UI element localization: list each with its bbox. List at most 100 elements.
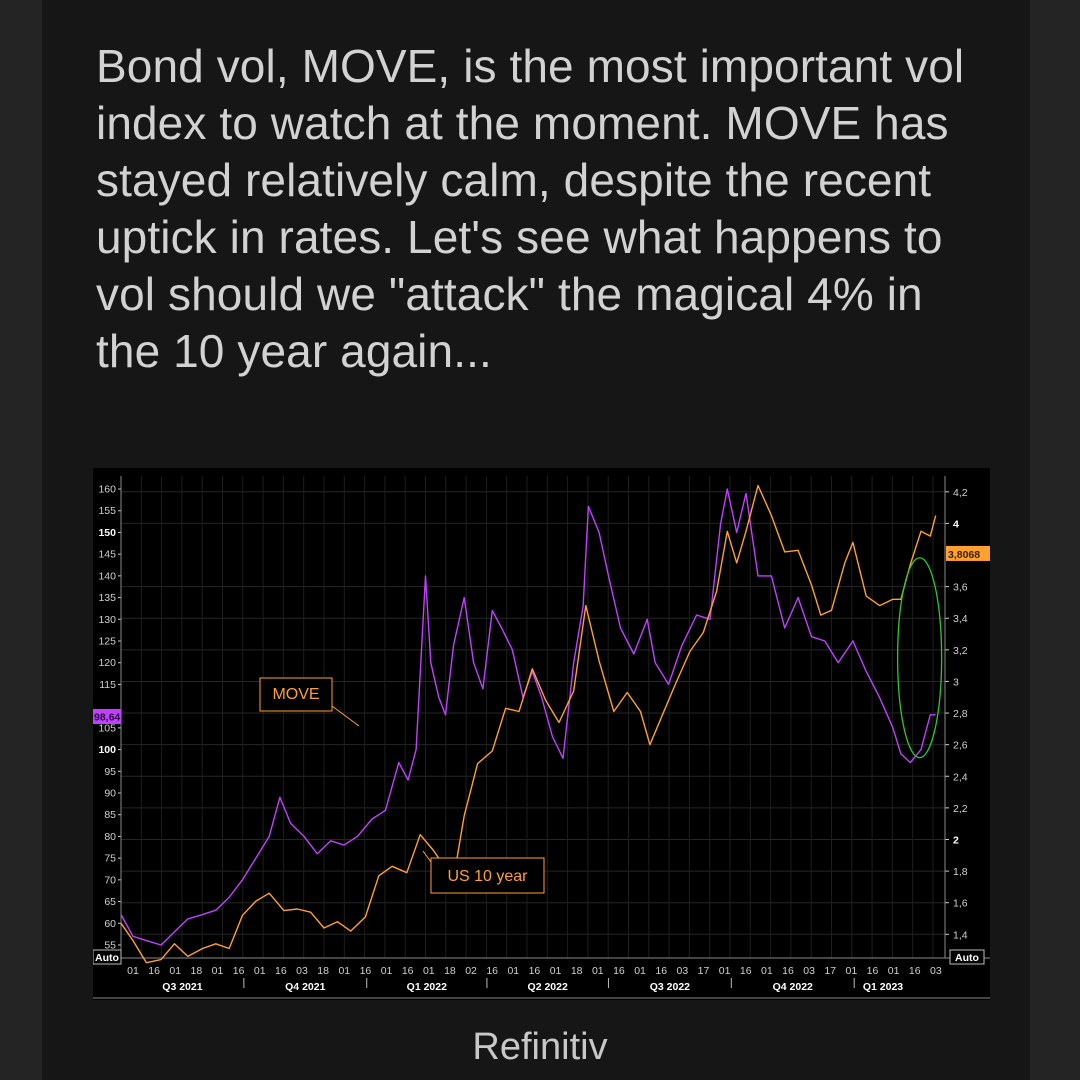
left-tick-label: 65: [104, 896, 116, 908]
left-tick-label: 150: [98, 527, 116, 539]
post-text: Bond vol, MOVE, is the most important vo…: [96, 40, 965, 377]
left-tick-label: 80: [104, 831, 116, 843]
x-day-label: 01: [381, 965, 393, 977]
x-quarter-label: Q3 2021: [162, 981, 202, 993]
chart-axes: 1601551501451401351301251201151051009590…: [93, 476, 990, 999]
chart-annotations: MOVE US 10 year: [259, 557, 943, 894]
auto-box-left: [93, 949, 122, 965]
move-annotation-connector: [331, 705, 360, 727]
move-last-value-label: 98,64: [94, 712, 120, 724]
x-day-label: 16: [655, 965, 667, 977]
x-day-label: 01: [507, 965, 519, 977]
us10y-annotation-box: [430, 857, 545, 894]
x-day-label: 03: [930, 965, 942, 977]
left-tick-label: 155: [98, 505, 116, 517]
x-day-label: 18: [571, 965, 583, 977]
right-tick-label: 1,8: [953, 866, 968, 878]
left-tick-label: 140: [98, 570, 116, 582]
x-day-label: 01: [550, 965, 562, 977]
x-day-label: 01: [761, 965, 773, 977]
right-tick-label: 3: [953, 676, 959, 688]
right-tick-label: 4,2: [953, 487, 968, 499]
left-tick-label: 125: [98, 636, 116, 648]
x-day-label: 02: [465, 965, 477, 977]
us10y-last-value-flag: [946, 545, 990, 561]
x-day-label: 16: [360, 965, 372, 977]
image-caption: Refinitiv: [472, 1026, 608, 1068]
left-tick-label: 135: [98, 592, 116, 604]
series-line-us-10-year: [120, 484, 937, 964]
x-quarter-label: Q3 2022: [650, 981, 690, 993]
x-day-label: 17: [698, 965, 710, 977]
x-day-label: 16: [148, 965, 160, 977]
auto-label-left: Auto: [95, 952, 119, 964]
x-day-label: 01: [423, 965, 435, 977]
x-day-label: 01: [127, 965, 139, 977]
left-tick-label: 70: [104, 874, 116, 886]
x-day-label: 01: [169, 965, 181, 977]
move-annotation-label: MOVE: [272, 686, 319, 703]
x-day-label: 16: [740, 965, 752, 977]
left-tick-label: 100: [98, 744, 116, 756]
right-tick-label: 1,6: [953, 898, 968, 910]
x-quarter-label: Q4 2021: [285, 981, 325, 993]
x-day-label: 16: [782, 965, 794, 977]
x-day-label: 01: [846, 965, 858, 977]
left-gutter: [0, 0, 42, 1080]
left-tick-label: 160: [98, 484, 116, 496]
us10y-annotation-label: US 10 year: [447, 868, 528, 885]
x-day-label: 16: [233, 965, 245, 977]
right-tick-label: 1,4: [953, 929, 968, 941]
right-tick-label: 2,6: [953, 740, 968, 752]
x-day-label: 16: [867, 965, 879, 977]
x-day-label: 18: [191, 965, 203, 977]
us10y-last-value-label: 3,8068: [948, 549, 980, 561]
left-tick-label: 105: [98, 722, 116, 734]
x-day-label: 01: [592, 965, 604, 977]
x-day-label: 01: [212, 965, 224, 977]
left-tick-label: 145: [98, 549, 116, 561]
left-tick-label: 55: [104, 939, 116, 951]
left-tick-label: 60: [104, 918, 116, 930]
x-day-label: 17: [824, 965, 836, 977]
x-day-label: 01: [338, 965, 350, 977]
highlight-ellipse: [896, 557, 943, 759]
left-tick-label: 120: [98, 657, 116, 669]
auto-box-right: [949, 949, 985, 965]
x-quarter-label: Q4 2022: [773, 981, 813, 993]
right-tick-label: 2,4: [953, 771, 968, 783]
x-day-label: 16: [529, 965, 541, 977]
right-tick-label: 3,6: [953, 582, 968, 594]
right-tick-label: 4: [953, 518, 959, 530]
left-tick-label: 75: [104, 853, 116, 865]
x-day-label: 03: [296, 965, 308, 977]
x-day-label: 16: [402, 965, 414, 977]
right-tick-label: 2,8: [953, 708, 968, 720]
us10y-annotation-connector: [422, 850, 432, 863]
left-tick-label: 95: [104, 766, 116, 778]
x-day-label: 16: [486, 965, 498, 977]
x-day-label: 01: [719, 965, 731, 977]
move-annotation-box: [259, 677, 333, 712]
series-line-move: [120, 488, 936, 946]
chart-background: [93, 468, 990, 1000]
x-day-label: 18: [444, 965, 456, 977]
right-tick-label: 3,4: [953, 613, 968, 625]
move-last-value-flag: [93, 709, 121, 724]
x-day-label: 03: [803, 965, 815, 977]
bond-vol-chart: 1601551501451401351301251201151051009590…: [93, 468, 990, 1000]
x-quarter-label: Q2 2022: [528, 981, 568, 993]
left-tick-label: 130: [98, 614, 116, 626]
right-tick-label: 3,2: [953, 645, 968, 657]
auto-label-right: Auto: [955, 952, 979, 964]
left-tick-label: 90: [104, 787, 116, 799]
chart-series: [120, 484, 937, 964]
x-day-label: 16: [613, 965, 625, 977]
x-day-label: 16: [275, 965, 287, 977]
x-day-label: 01: [254, 965, 266, 977]
left-tick-label: 115: [99, 679, 116, 691]
x-day-label: 01: [888, 965, 900, 977]
right-tick-label: 2: [953, 834, 959, 846]
x-day-label: 03: [676, 965, 688, 977]
left-tick-label: 85: [104, 809, 116, 821]
